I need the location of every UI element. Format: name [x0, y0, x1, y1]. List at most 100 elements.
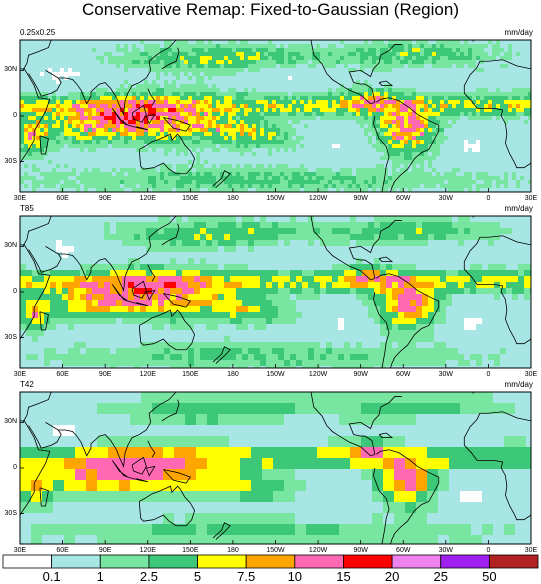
grid-cell — [420, 120, 424, 124]
grid-cell — [364, 160, 368, 164]
grid-cell — [316, 76, 320, 80]
grid-cell — [460, 144, 464, 148]
grid-cell — [188, 180, 192, 184]
grid-cell — [268, 164, 272, 168]
grid-cell — [364, 64, 368, 68]
grid-cell — [436, 76, 440, 80]
grid-cell — [20, 104, 24, 108]
grid-cell — [316, 52, 320, 56]
grid-cell — [388, 68, 392, 72]
grid-cell — [472, 56, 476, 60]
grid-cell — [144, 180, 148, 184]
grid-cell — [36, 124, 40, 128]
grid-cell — [348, 188, 352, 192]
grid-cell — [404, 100, 408, 104]
grid-cell — [476, 48, 480, 52]
grid-cell — [60, 140, 64, 144]
grid-cell — [332, 92, 336, 96]
grid-cell — [100, 168, 104, 172]
grid-cell — [240, 92, 244, 96]
grid-cell — [196, 76, 200, 80]
grid-cell — [392, 124, 396, 128]
grid-cell — [312, 140, 316, 144]
grid-cell — [384, 184, 388, 188]
grid-cell — [80, 52, 84, 56]
grid-cell — [348, 44, 352, 48]
grid-cell — [328, 72, 332, 76]
grid-cell — [500, 136, 504, 140]
grid-cell — [184, 60, 188, 64]
grid-cell — [500, 156, 504, 160]
grid-cell — [152, 60, 156, 64]
grid-cell — [276, 184, 280, 188]
grid-cell — [512, 136, 516, 140]
grid-cell — [84, 172, 88, 176]
grid-cell — [44, 164, 48, 168]
grid-cell — [84, 116, 88, 120]
grid-cell — [376, 164, 380, 168]
grid-cell — [180, 84, 184, 88]
grid-cell — [508, 128, 512, 132]
grid-cell — [208, 80, 212, 84]
grid-cell — [48, 80, 52, 84]
grid-cell — [176, 80, 180, 84]
grid-cell — [92, 116, 96, 120]
grid-cell — [136, 184, 140, 188]
grid-cell — [440, 88, 444, 92]
grid-cell — [56, 40, 60, 44]
grid-cell — [192, 132, 196, 136]
grid-cell — [32, 40, 36, 44]
grid-cell — [240, 48, 244, 52]
grid-cell — [164, 148, 168, 152]
grid-cell — [268, 68, 272, 72]
grid-cell — [144, 88, 148, 92]
grid-cell — [364, 56, 368, 60]
grid-cell — [320, 56, 324, 60]
grid-cell — [140, 168, 144, 172]
grid-cell — [352, 124, 356, 128]
grid-cell — [324, 180, 328, 184]
grid-cell — [404, 72, 408, 76]
grid-cell — [220, 56, 224, 60]
grid-cell — [132, 128, 136, 132]
grid-cell — [336, 132, 340, 136]
grid-cell — [432, 52, 436, 56]
grid-cell — [460, 184, 464, 188]
grid-cell — [380, 76, 384, 80]
grid-cell — [56, 96, 60, 100]
grid-cell — [188, 48, 192, 52]
grid-cell — [476, 108, 480, 112]
grid-cell — [292, 48, 296, 52]
grid-cell — [520, 188, 524, 192]
grid-cell — [508, 172, 512, 176]
grid-cell — [288, 68, 292, 72]
grid-cell — [136, 100, 140, 104]
grid-cell — [416, 112, 420, 116]
grid-cell — [316, 116, 320, 120]
grid-cell — [260, 140, 264, 144]
grid-cell — [352, 84, 356, 88]
grid-cell — [508, 108, 512, 112]
grid-cell — [508, 116, 512, 120]
grid-cell — [332, 120, 336, 124]
grid-cell — [84, 88, 88, 92]
grid-cell — [188, 80, 192, 84]
grid-cell — [368, 44, 372, 48]
grid-cell — [260, 72, 264, 76]
grid-cell — [432, 128, 436, 132]
grid-cell — [404, 68, 408, 72]
grid-cell — [260, 120, 264, 124]
grid-cell — [276, 88, 280, 92]
grid-cell — [172, 184, 176, 188]
grid-cell — [504, 44, 508, 48]
grid-cell — [292, 172, 296, 176]
grid-cell — [432, 88, 436, 92]
grid-cell — [528, 184, 531, 188]
grid-cell — [48, 76, 52, 80]
grid-cell — [134, 222, 140, 228]
grid-cell — [332, 216, 338, 222]
grid-cell — [124, 48, 128, 52]
grid-cell — [440, 60, 444, 64]
grid-cell — [208, 148, 212, 152]
grid-cell — [272, 40, 276, 44]
